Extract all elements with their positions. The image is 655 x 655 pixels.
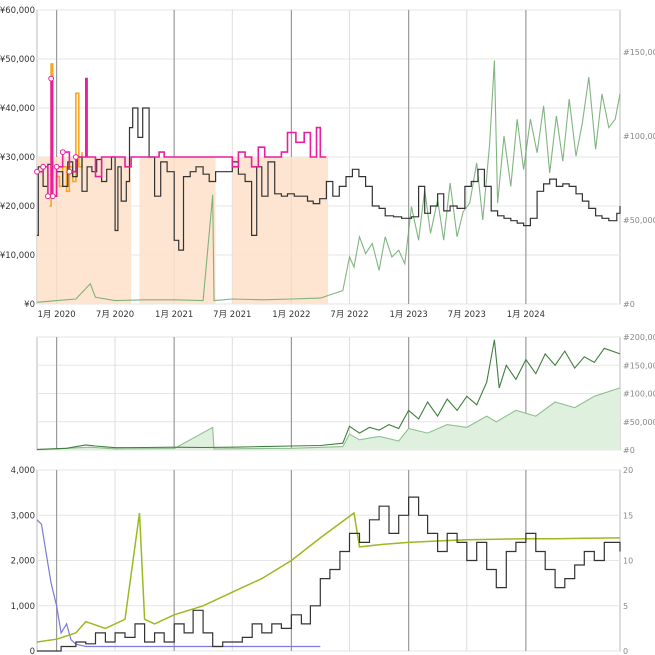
y-right-tick-label: 15	[623, 511, 633, 520]
series-line-light	[36, 387, 621, 451]
y-left-tick-label: 3,000	[11, 511, 35, 521]
y-right-tick-label: #200,000	[623, 333, 655, 342]
series-marker-pink	[59, 149, 66, 156]
x-tick-label: 1月 2020	[37, 310, 75, 320]
y-right-tick-label: #150,000	[623, 361, 655, 370]
y-right-tick-label: #50,000	[623, 418, 655, 427]
series-marker-pink	[45, 193, 51, 200]
y-right-tick-label: 20	[623, 466, 633, 475]
series-line-rank-green	[36, 60, 621, 303]
y-left-tick-label: ¥50,000	[0, 55, 35, 65]
y-right-tick-label: 5	[623, 602, 628, 611]
series-line-black	[37, 496, 621, 652]
y-left-tick-label: ¥60,000	[0, 6, 35, 16]
y-left-tick-label: ¥10,000	[0, 251, 35, 261]
y-left-tick-label: 2,000	[11, 557, 35, 567]
y-left-tick-label: 4,000	[11, 466, 35, 476]
x-tick-label: 7月 2020	[96, 310, 134, 320]
x-tick-label: 1月 2022	[272, 310, 310, 320]
y-right-tick-label: 0	[623, 647, 628, 655]
y-right-tick-label: #150,000	[623, 48, 655, 57]
y-left-tick-label: ¥30,000	[0, 153, 35, 163]
series-marker-pink	[49, 193, 56, 200]
availability-band	[232, 157, 329, 304]
series-marker-pink	[53, 163, 60, 170]
series-marker-pink	[66, 168, 73, 175]
y-left-tick-label: 1,000	[11, 602, 35, 612]
y-right-tick-label: #0	[623, 446, 635, 455]
x-tick-label: 1月 2023	[390, 310, 428, 320]
x-tick-label: 7月 2021	[213, 310, 251, 320]
series-line-olive	[36, 511, 621, 643]
availability-band	[139, 157, 216, 304]
series-marker-pink	[40, 163, 47, 170]
y-right-tick-label: #100,000	[623, 132, 655, 141]
series-marker-pink	[72, 154, 79, 160]
y-left-tick-label: 0	[30, 647, 35, 655]
y-left-tick-label: ¥0	[24, 300, 35, 310]
x-tick-label: 7月 2023	[448, 310, 486, 320]
y-right-tick-label: #50,000	[623, 216, 655, 225]
y-left-tick-label: ¥20,000	[0, 202, 35, 212]
y-right-tick-label: #100,000	[623, 390, 655, 399]
x-tick-label: 1月 2024	[507, 310, 545, 320]
series-area-light	[37, 387, 620, 450]
y-left-tick-label: ¥40,000	[0, 104, 35, 114]
series-marker-pink	[48, 75, 55, 82]
series-marker-pink	[34, 168, 40, 175]
series-line-pink	[37, 77, 327, 197]
x-tick-label: 7月 2022	[330, 310, 368, 320]
y-right-tick-label: #0	[623, 300, 635, 309]
y-right-tick-label: 10	[623, 557, 633, 566]
x-tick-label: 1月 2021	[155, 310, 193, 320]
series-line-dark	[36, 339, 621, 450]
